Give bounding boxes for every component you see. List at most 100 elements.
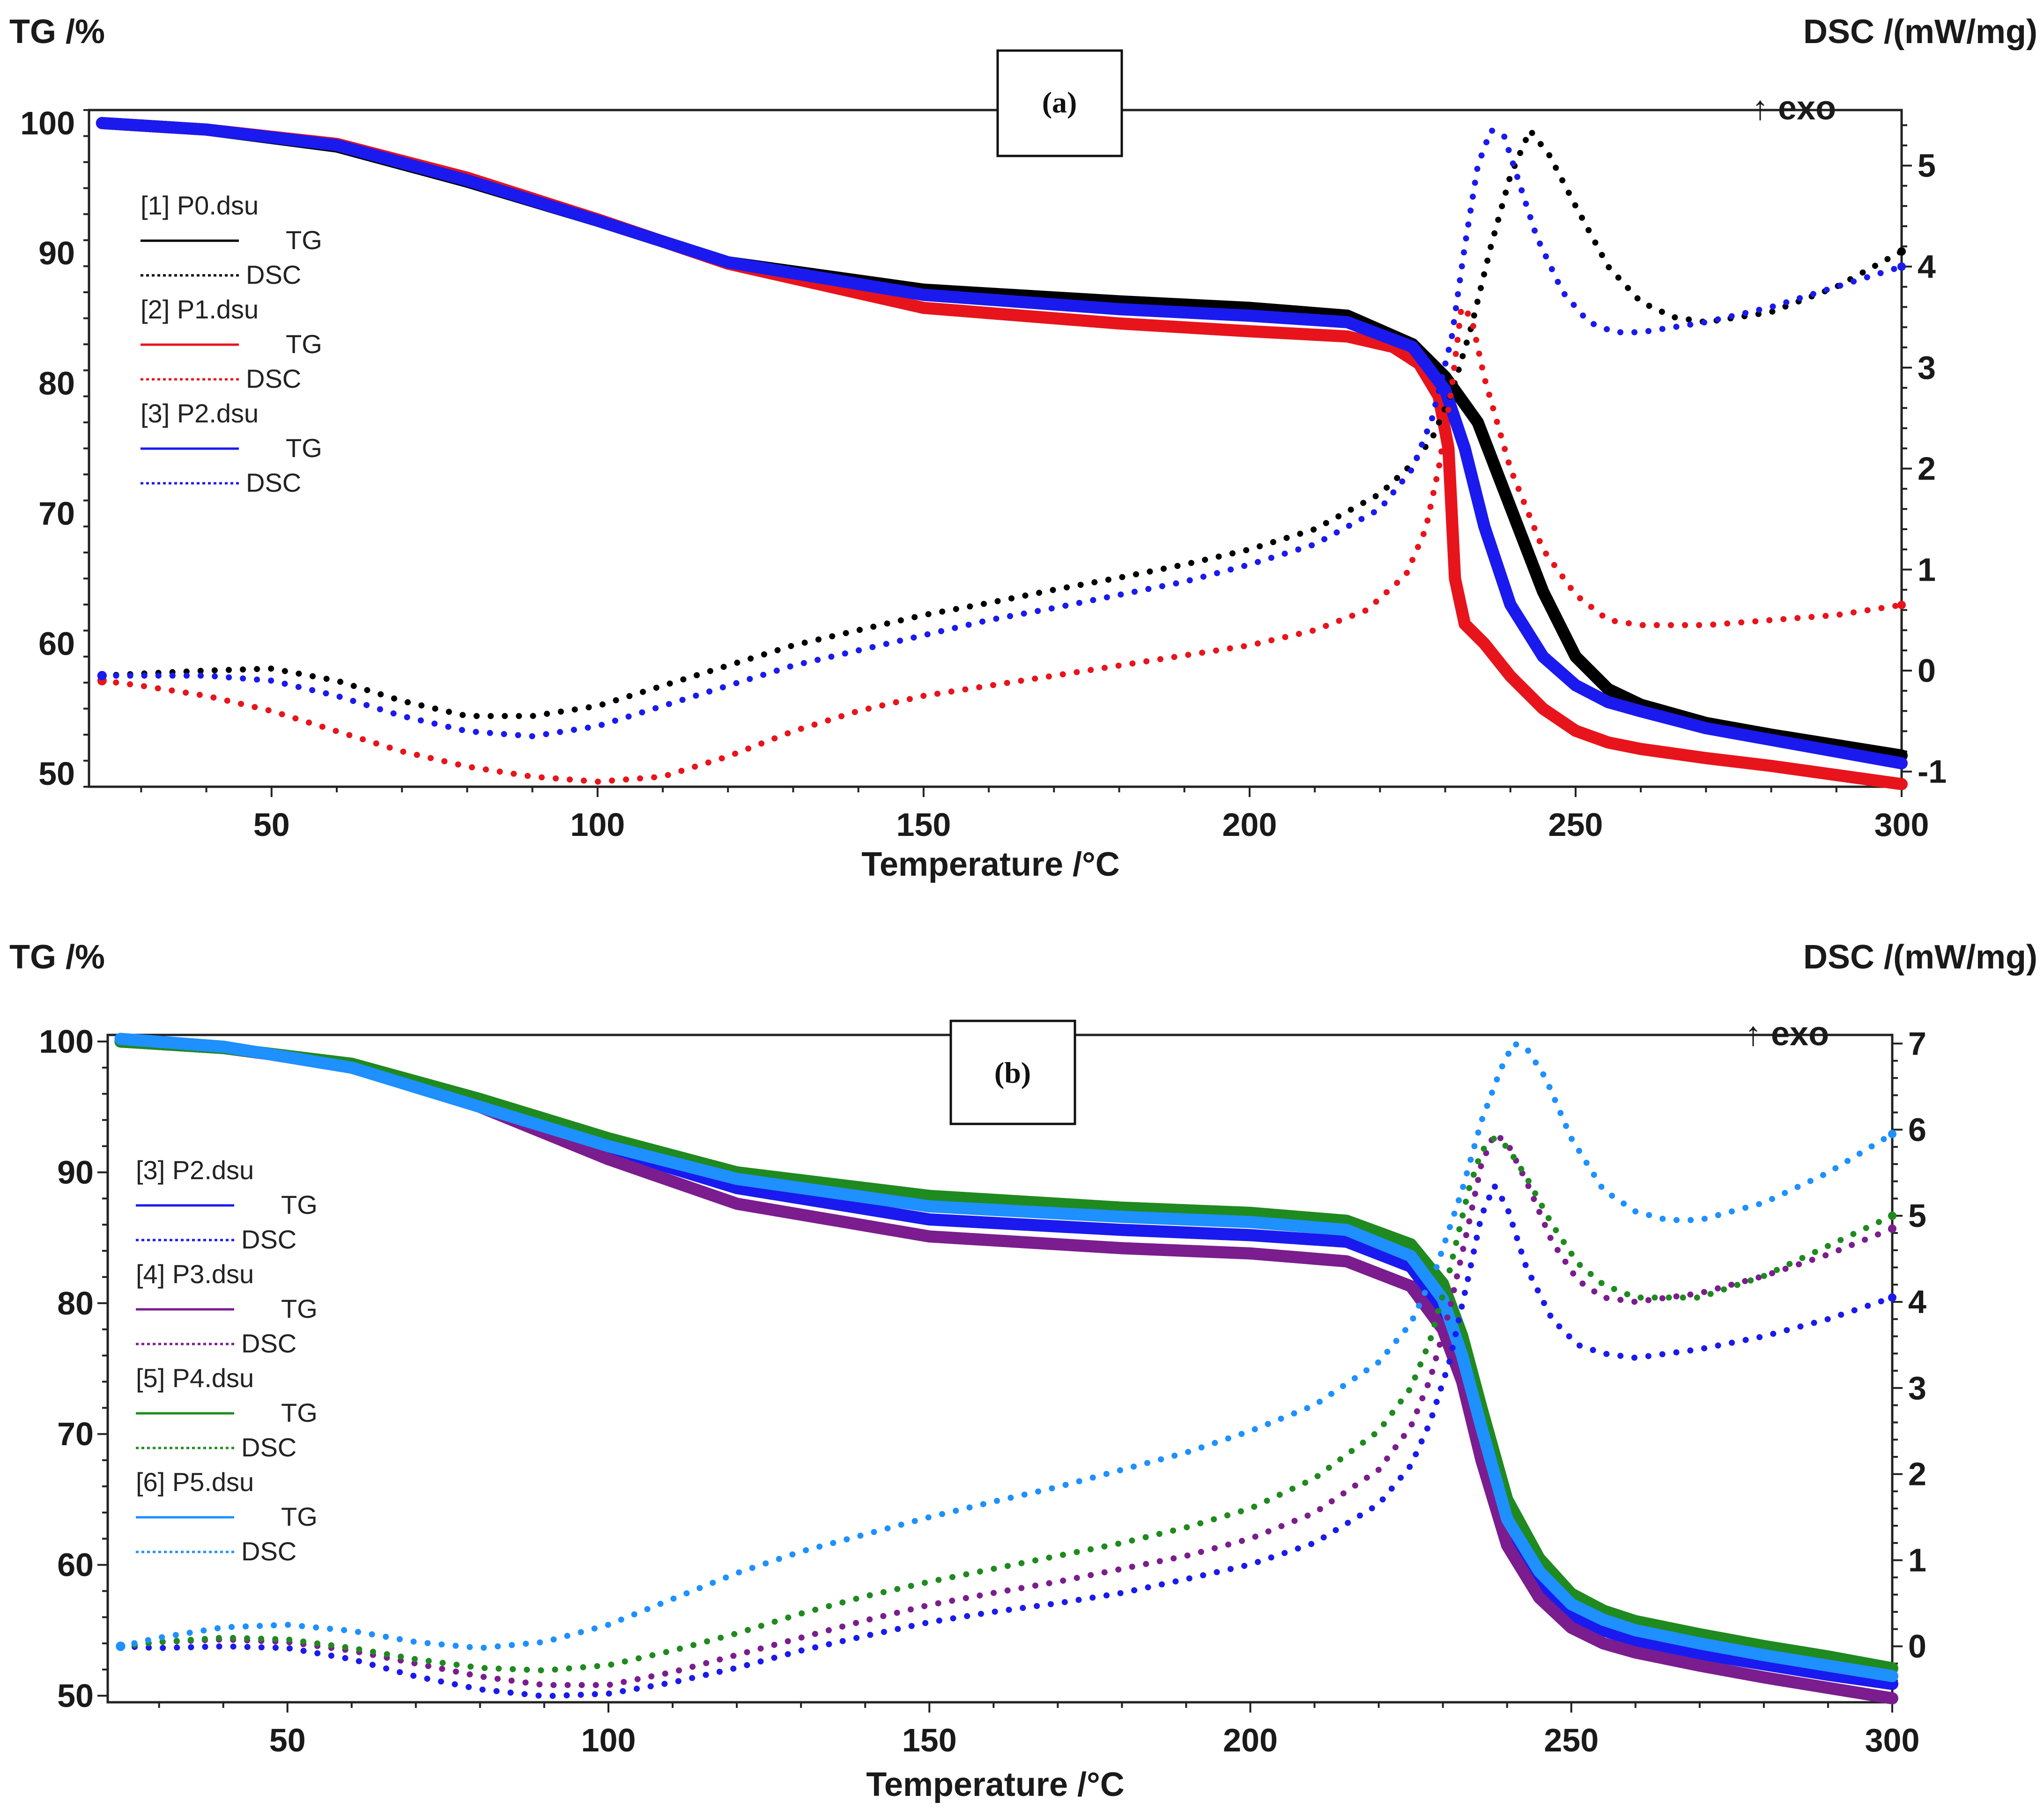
exo-direction-label: ↑ exo	[1752, 89, 1836, 127]
legend-dsc-label: DSC	[246, 468, 301, 497]
legend-file-label: [1] P0.dsu	[141, 191, 259, 220]
legend-tg-label: TG	[281, 1294, 318, 1323]
series-tg-5-p4-dsu	[114, 1035, 1898, 1675]
x-tick-label: 300	[1874, 806, 1929, 843]
series-end-marker	[1897, 600, 1906, 609]
x-tick-label: 150	[902, 1722, 957, 1758]
legend-file-label: [3] P2.dsu	[136, 1155, 254, 1185]
series-tg-3-p2-dsu	[114, 1035, 1898, 1690]
y-left-tick-label: 60	[57, 1547, 94, 1583]
series-end-marker	[1888, 1694, 1896, 1703]
series-end-marker	[1897, 759, 1906, 768]
legend-tg-label: TG	[281, 1190, 318, 1219]
legend-dsc-label: DSC	[241, 1329, 296, 1358]
legend: [3] P2.dsu TG DSC [4] P3.dsu TG DSC [5] P4.dsu…	[136, 1155, 318, 1566]
y-right-tick-label: 1	[1918, 551, 1936, 588]
series-end-marker	[1888, 1293, 1896, 1302]
legend-tg-label: TG	[281, 1502, 318, 1531]
x-tick-label: 250	[1544, 1722, 1599, 1758]
legend-tg-label: TG	[286, 329, 322, 359]
x-tick-label: 250	[1548, 806, 1603, 843]
legend-dsc-label: DSC	[241, 1433, 296, 1462]
series-end-marker	[1888, 1130, 1896, 1138]
y-left-tick-label: 50	[57, 1677, 94, 1714]
x-tick-label: 100	[570, 806, 625, 843]
y-right-tick-label: 5	[1908, 1197, 1926, 1234]
y-right-tick-label: -1	[1918, 753, 1947, 790]
y-left-axis-title: TG /%	[9, 938, 105, 976]
series-start-marker	[97, 671, 107, 680]
y-right-tick-label: 0	[1908, 1628, 1926, 1664]
y-right-tick-label: 6	[1908, 1111, 1926, 1148]
legend-tg-label: TG	[286, 433, 322, 463]
series-tg-4-p3-dsu	[114, 1035, 1898, 1705]
y-right-tick-label: 5	[1918, 148, 1936, 184]
legend-tg-label: TG	[281, 1398, 318, 1427]
chart-panel-a: TG /% DSC /(mW/mg) Temperature /°C (a) ↑ exo…	[9, 13, 2037, 883]
series-start-marker	[116, 1641, 126, 1651]
y-left-tick-label: 70	[38, 495, 75, 532]
y-left-tick-label: 60	[38, 625, 75, 662]
series-tg-3-p2-dsu	[96, 117, 1908, 769]
x-axis-title: Temperature /°C	[866, 1766, 1125, 1803]
series-end-marker	[1888, 1211, 1896, 1220]
x-tick-label: 50	[253, 806, 290, 843]
y-left-axis-title: TG /%	[9, 13, 105, 51]
series-dsc-1-p0-dsu	[99, 127, 1905, 719]
legend-dsc-label: DSC	[241, 1225, 296, 1254]
y-right-tick-label: 2	[1908, 1456, 1926, 1492]
series-start-marker	[116, 1034, 126, 1044]
series-tg-1-p0-dsu	[96, 117, 1908, 762]
series-end-marker	[1888, 1224, 1896, 1233]
y-left-tick-label: 80	[57, 1285, 94, 1322]
y-right-tick-label: 3	[1918, 349, 1936, 386]
plot-frame	[106, 1034, 1894, 1704]
series-start-marker	[97, 118, 107, 128]
y-left-tick-label: 100	[20, 105, 75, 141]
series-end-marker	[1897, 247, 1906, 256]
y-right-axis-title: DSC /(mW/mg)	[1803, 938, 2037, 976]
legend: [1] P0.dsu TG DSC [2] P1.dsu TG DSC [3] P2.dsu…	[141, 191, 322, 497]
y-left-tick-label: 100	[39, 1023, 94, 1060]
y-left-tick-label: 50	[38, 755, 75, 792]
x-axis-title: Temperature /°C	[861, 846, 1120, 883]
legend-file-label: [5] P4.dsu	[136, 1363, 254, 1393]
panel-label-box	[996, 49, 1123, 157]
legend-dsc-label: DSC	[246, 260, 301, 289]
series-tg-6-p5-dsu	[114, 1033, 1898, 1683]
y-right-tick-label: 3	[1908, 1370, 1926, 1406]
panel-label: (a)	[1042, 86, 1077, 119]
panel-label: (b)	[994, 1056, 1031, 1089]
y-right-tick-label: 4	[1908, 1284, 1926, 1320]
panel-label-box	[949, 1019, 1076, 1125]
y-right-axis-title: DSC /(mW/mg)	[1803, 13, 2037, 51]
x-tick-label: 200	[1222, 806, 1277, 843]
series-end-marker	[1888, 1672, 1896, 1681]
series-tg-2-p1-dsu	[96, 117, 1908, 790]
legend-file-label: [3] P2.dsu	[141, 399, 259, 428]
x-tick-label: 300	[1865, 1722, 1920, 1758]
legend-file-label: [4] P3.dsu	[136, 1259, 254, 1289]
legend-file-label: [6] P5.dsu	[136, 1467, 254, 1497]
y-right-tick-label: 7	[1908, 1025, 1926, 1062]
y-left-tick-label: 90	[38, 235, 75, 272]
series-end-marker	[1897, 262, 1906, 271]
legend-dsc-label: DSC	[246, 364, 301, 393]
legend-dsc-label: DSC	[241, 1536, 296, 1566]
y-right-tick-label: 1	[1908, 1542, 1926, 1579]
series-dsc-3-p2-dsu	[99, 127, 1905, 739]
legend-tg-label: TG	[286, 225, 322, 255]
series-dsc-5-p4-dsu	[117, 1135, 1896, 1674]
y-left-tick-label: 90	[57, 1154, 94, 1190]
x-tick-label: 150	[896, 806, 951, 843]
y-right-tick-label: 4	[1918, 248, 1936, 285]
chart-panel-b: TG /% DSC /(mW/mg) Temperature /°C (b) ↑ exo…	[9, 938, 2037, 1803]
series-dsc-4-p3-dsu	[117, 1131, 1896, 1688]
legend-file-label: [2] P1.dsu	[141, 295, 259, 324]
series-end-marker	[1897, 780, 1906, 789]
y-right-tick-label: 0	[1918, 652, 1936, 689]
series-dsc-3-p2-dsu	[117, 1182, 1896, 1699]
x-tick-label: 100	[581, 1722, 636, 1758]
y-left-tick-label: 70	[57, 1416, 94, 1452]
